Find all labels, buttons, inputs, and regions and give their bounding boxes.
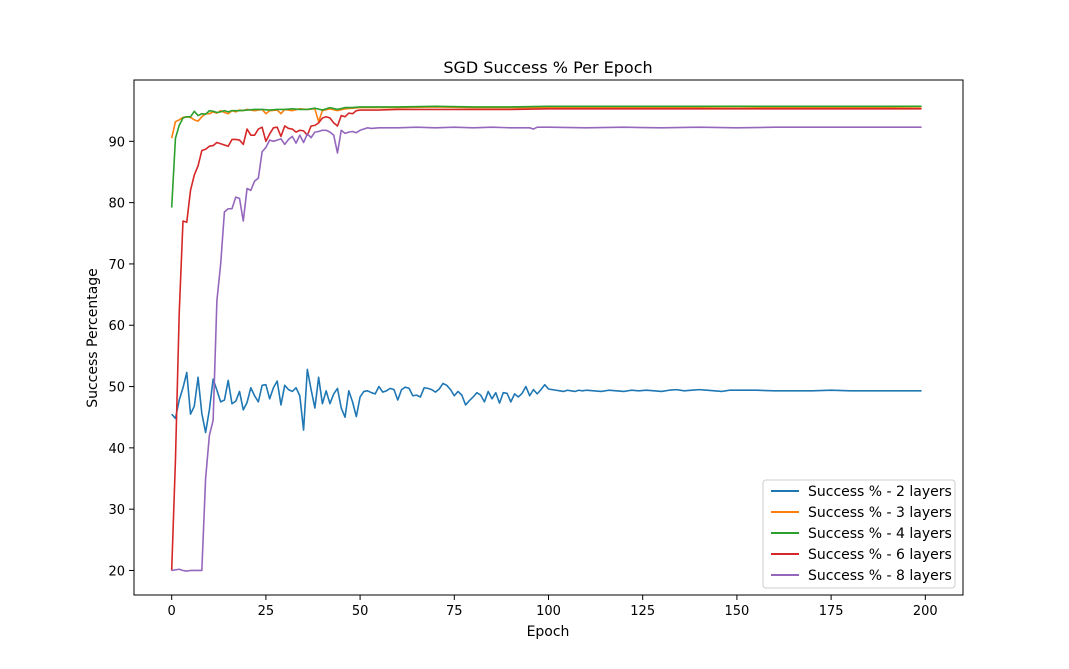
x-tick-label: 50 [352,604,369,619]
y-axis: 20 30 40 50 60 70 80 90 [108,135,134,579]
x-tick-label: 0 [168,604,176,619]
legend-entry: Success % - 8 layers [808,568,952,584]
x-tick-label: 175 [819,604,844,619]
x-tick-label: 150 [724,604,749,619]
y-tick-label: 90 [108,135,125,150]
series-line-3 [170,105,922,208]
x-tick-label: 100 [536,604,561,619]
legend: Success % - 2 layers Success % - 3 layers… [762,479,956,589]
y-tick-label: 60 [108,319,125,334]
legend-entry: Success % - 3 layers [808,505,952,521]
series-lines [170,105,922,572]
y-tick-label: 70 [108,258,125,273]
x-tick-label: 125 [630,604,655,619]
series-line-4 [170,108,922,571]
x-tick-label: 25 [258,604,275,619]
legend-box [762,479,956,589]
y-axis-label: Success Percentage [85,268,101,408]
legend-entry: Success % - 2 layers [808,484,952,500]
legend-entry: Success % - 6 layers [808,547,952,563]
x-tick-label: 200 [913,604,938,619]
y-tick-label: 50 [108,381,125,396]
y-tick-label: 40 [108,442,125,457]
x-axis-label: Epoch [527,624,570,640]
series-line-1 [171,368,922,434]
y-tick-label: 30 [108,503,125,518]
y-tick-label: 80 [108,197,125,212]
x-tick-label: 75 [446,604,463,619]
legend-entry: Success % - 4 layers [808,526,952,542]
x-axis: 0 25 50 75 100 125 150 175 200 [168,595,938,619]
chart-title: SGD Success % Per Epoch [443,58,652,77]
y-tick-label: 20 [108,564,125,579]
series-line-5 [171,126,922,572]
